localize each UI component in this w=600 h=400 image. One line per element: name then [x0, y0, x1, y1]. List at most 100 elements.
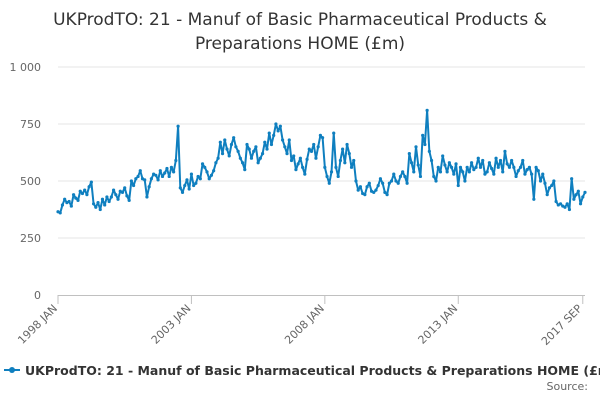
- data-point[interactable]: [74, 196, 78, 200]
- data-point[interactable]: [236, 149, 240, 153]
- data-point[interactable]: [436, 165, 440, 169]
- data-point[interactable]: [458, 165, 463, 169]
- data-point[interactable]: [245, 142, 249, 147]
- data-point[interactable]: [296, 162, 300, 166]
- data-point[interactable]: [240, 161, 245, 165]
- data-point[interactable]: [332, 131, 336, 135]
- data-point[interactable]: [474, 165, 478, 169]
- data-point[interactable]: [107, 199, 111, 204]
- data-point[interactable]: [218, 140, 222, 144]
- data-point[interactable]: [425, 108, 429, 112]
- series-line[interactable]: [57, 109, 586, 214]
- data-point[interactable]: [545, 193, 549, 197]
- data-point[interactable]: [463, 179, 467, 183]
- data-point[interactable]: [432, 174, 436, 179]
- data-point[interactable]: [345, 142, 349, 147]
- data-point[interactable]: [334, 165, 338, 169]
- data-point[interactable]: [125, 194, 129, 198]
- data-point[interactable]: [527, 165, 532, 169]
- data-point[interactable]: [532, 197, 536, 201]
- data-point[interactable]: [198, 177, 202, 181]
- data-point[interactable]: [487, 161, 491, 165]
- data-point[interactable]: [289, 158, 294, 163]
- data-point[interactable]: [318, 133, 322, 137]
- data-point[interactable]: [570, 177, 574, 181]
- data-point[interactable]: [203, 165, 207, 169]
- data-point[interactable]: [354, 179, 358, 183]
- data-point[interactable]: [180, 190, 185, 194]
- data-point[interactable]: [581, 195, 585, 199]
- data-point[interactable]: [134, 177, 138, 181]
- data-point[interactable]: [401, 170, 405, 174]
- data-point[interactable]: [583, 190, 587, 194]
- data-point[interactable]: [120, 190, 125, 194]
- data-point[interactable]: [247, 147, 251, 151]
- data-point[interactable]: [225, 147, 229, 151]
- data-point[interactable]: [574, 193, 578, 197]
- data-point[interactable]: [252, 149, 256, 153]
- data-point[interactable]: [485, 170, 489, 174]
- data-point[interactable]: [518, 165, 523, 169]
- data-point[interactable]: [109, 195, 113, 199]
- data-point[interactable]: [383, 190, 387, 194]
- data-point[interactable]: [111, 188, 116, 192]
- data-point[interactable]: [169, 165, 174, 169]
- data-point[interactable]: [127, 198, 131, 202]
- data-point[interactable]: [563, 205, 567, 209]
- data-point[interactable]: [192, 183, 196, 188]
- data-point[interactable]: [71, 193, 76, 197]
- data-point[interactable]: [409, 161, 414, 165]
- data-point[interactable]: [145, 195, 149, 199]
- data-point[interactable]: [132, 183, 136, 188]
- data-point[interactable]: [447, 161, 451, 165]
- data-point[interactable]: [263, 140, 267, 144]
- data-point[interactable]: [285, 152, 289, 156]
- data-point[interactable]: [478, 165, 483, 169]
- data-point[interactable]: [554, 199, 558, 204]
- data-point[interactable]: [269, 142, 274, 147]
- data-point[interactable]: [338, 158, 342, 163]
- data-point[interactable]: [316, 145, 320, 149]
- data-point[interactable]: [347, 152, 351, 156]
- data-point[interactable]: [305, 157, 309, 161]
- data-point[interactable]: [138, 169, 142, 173]
- data-point[interactable]: [58, 211, 62, 215]
- data-point[interactable]: [467, 170, 471, 174]
- data-point[interactable]: [160, 174, 165, 179]
- data-point[interactable]: [465, 165, 469, 169]
- data-point[interactable]: [329, 170, 334, 174]
- data-point[interactable]: [538, 179, 543, 183]
- data-point[interactable]: [114, 193, 118, 197]
- data-point[interactable]: [189, 172, 194, 176]
- data-point[interactable]: [327, 181, 331, 185]
- data-point[interactable]: [303, 172, 307, 176]
- data-point[interactable]: [256, 161, 260, 165]
- data-point[interactable]: [278, 124, 282, 128]
- data-point[interactable]: [301, 165, 305, 169]
- data-point[interactable]: [232, 136, 236, 140]
- data-point[interactable]: [63, 197, 67, 201]
- data-point[interactable]: [163, 171, 167, 175]
- data-point[interactable]: [254, 145, 258, 149]
- data-point[interactable]: [85, 193, 89, 197]
- data-point[interactable]: [312, 142, 316, 147]
- data-point[interactable]: [283, 145, 287, 149]
- data-point[interactable]: [507, 165, 511, 169]
- data-point[interactable]: [276, 129, 280, 133]
- data-point[interactable]: [387, 181, 391, 185]
- data-point[interactable]: [434, 179, 438, 183]
- data-point[interactable]: [129, 179, 133, 183]
- data-point[interactable]: [91, 202, 96, 206]
- data-point[interactable]: [394, 179, 398, 183]
- data-point[interactable]: [298, 156, 302, 160]
- data-point[interactable]: [196, 174, 200, 179]
- data-point[interactable]: [492, 172, 496, 176]
- data-point[interactable]: [352, 158, 356, 163]
- data-point[interactable]: [567, 207, 572, 212]
- data-point[interactable]: [445, 170, 449, 174]
- data-point[interactable]: [494, 156, 498, 160]
- data-point[interactable]: [372, 190, 376, 194]
- data-point[interactable]: [530, 172, 534, 176]
- data-point[interactable]: [223, 138, 227, 142]
- data-point[interactable]: [69, 204, 73, 208]
